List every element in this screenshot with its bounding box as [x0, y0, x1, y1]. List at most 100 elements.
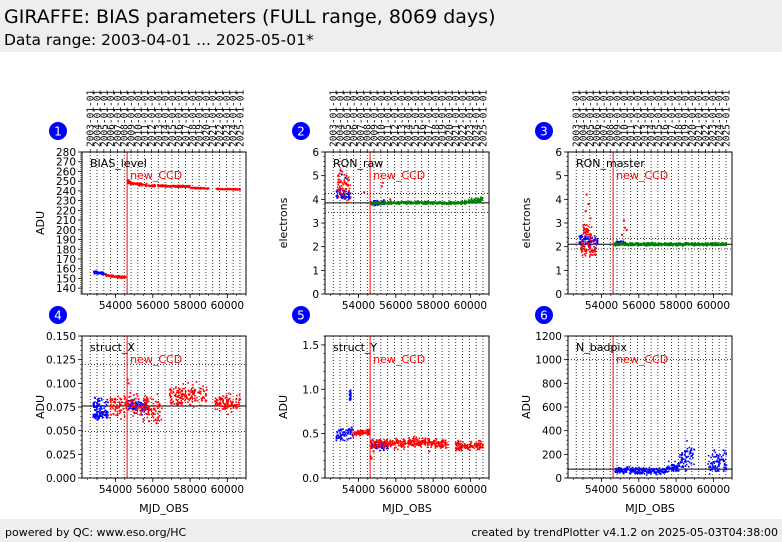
data-point — [579, 236, 581, 238]
data-point — [665, 243, 668, 246]
x-tick-label: 58000 — [416, 300, 449, 312]
data-point — [349, 428, 352, 431]
data-point — [580, 244, 582, 247]
data-point — [460, 442, 463, 445]
data-point — [343, 435, 346, 437]
data-point — [112, 407, 114, 410]
data-point — [123, 415, 126, 417]
data-point — [395, 446, 397, 449]
data-point — [346, 429, 349, 432]
data-point — [194, 399, 197, 401]
data-point — [380, 442, 383, 445]
data-point — [112, 275, 115, 277]
panel-number-badge — [535, 122, 553, 140]
y-tick-label: 5 — [555, 171, 562, 183]
data-point — [659, 473, 662, 476]
data-point — [723, 244, 725, 246]
data-point — [193, 397, 196, 400]
data-point — [623, 241, 626, 244]
data-point — [181, 395, 184, 398]
outlier-point — [584, 210, 587, 213]
y-tick-label: 0.150 — [46, 331, 76, 343]
data-point — [701, 244, 704, 246]
data-point — [227, 400, 230, 403]
data-point — [709, 244, 711, 246]
top-date-label: 2019-01-01 — [438, 90, 449, 147]
data-point — [456, 202, 459, 205]
data-point — [594, 239, 597, 242]
data-point — [98, 271, 101, 274]
data-point — [428, 201, 430, 204]
data-point — [442, 446, 444, 448]
data-point — [232, 189, 235, 191]
data-point — [415, 201, 417, 203]
data-point — [141, 408, 143, 411]
data-point — [432, 442, 434, 444]
data-point — [587, 235, 589, 238]
data-point — [384, 444, 387, 446]
data-point — [474, 199, 477, 201]
data-point — [631, 243, 634, 245]
data-point — [723, 468, 726, 471]
data-point — [691, 454, 693, 457]
data-point — [649, 471, 651, 473]
data-point — [121, 276, 124, 279]
data-point — [170, 403, 173, 405]
y-tick-label: 260 — [56, 166, 76, 178]
data-point — [671, 469, 674, 472]
data-point — [722, 454, 724, 456]
data-point — [391, 440, 393, 443]
data-point — [403, 438, 405, 441]
data-point — [596, 242, 599, 245]
data-point — [152, 402, 155, 405]
data-point — [640, 471, 643, 474]
page-footer: powered by QC: www.eso.org/HC created by… — [0, 519, 782, 542]
event-label: new_CCD — [373, 353, 425, 366]
y-tick-label: 5 — [312, 171, 319, 183]
data-point — [433, 440, 435, 443]
data-point — [95, 405, 98, 407]
x-axis-label: MJD_OBS — [625, 502, 675, 515]
data-point — [580, 234, 583, 237]
data-point — [113, 401, 116, 403]
data-point — [714, 456, 717, 458]
data-point — [145, 403, 148, 406]
y-tick-label: 200 — [56, 225, 76, 237]
data-point — [94, 401, 96, 403]
data-point — [222, 400, 224, 403]
data-point — [587, 225, 590, 228]
data-point — [342, 190, 344, 192]
data-point — [385, 447, 388, 450]
y-tick-label: 250 — [56, 176, 76, 188]
data-point — [157, 184, 160, 187]
data-point — [389, 440, 392, 443]
data-point — [685, 463, 688, 466]
data-point — [382, 202, 384, 204]
data-point — [340, 438, 343, 440]
data-point — [214, 403, 217, 406]
data-point — [205, 386, 208, 389]
data-point — [372, 202, 375, 204]
data-point — [646, 468, 649, 471]
data-point — [673, 463, 675, 466]
data-point — [707, 242, 709, 244]
data-point — [140, 412, 143, 415]
data-point — [146, 404, 149, 407]
data-point — [110, 274, 113, 277]
data-point — [219, 401, 221, 404]
data-point — [586, 228, 589, 230]
data-point — [426, 200, 429, 203]
data-point — [348, 191, 350, 193]
data-point — [93, 406, 95, 409]
data-point — [376, 444, 379, 447]
data-point — [227, 188, 229, 191]
data-point — [585, 242, 588, 245]
data-point — [154, 408, 156, 411]
data-point — [175, 398, 178, 401]
data-point — [419, 444, 421, 447]
data-point — [135, 182, 138, 185]
data-point — [473, 447, 476, 449]
data-point — [723, 242, 725, 245]
data-point — [145, 412, 147, 415]
data-point — [463, 199, 466, 202]
